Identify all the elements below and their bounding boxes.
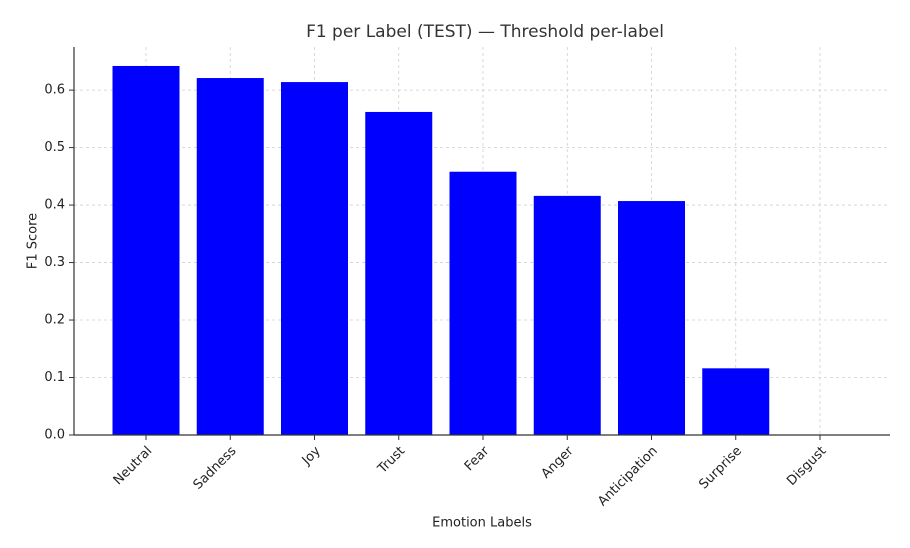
x-tick-label: Anticipation [595,444,661,510]
y-tick-label: 0.6 [44,83,65,98]
x-tick-label: Trust [374,444,408,478]
y-axis-label: F1 Score [26,213,41,269]
y-tick-label: 0.2 [44,313,65,328]
bar [365,111,433,435]
bar [196,78,264,435]
bars [112,65,770,436]
y-tick-label: 0.5 [44,140,65,155]
x-tick-label: Sadness [191,444,240,493]
bar [449,171,517,436]
x-tick-label: Surprise [696,444,745,493]
x-tick-label: Disgust [784,444,829,489]
y-tick-label: 0.4 [44,198,65,213]
x-tick-label: Fear [462,443,493,474]
bar [533,195,601,435]
bar [281,82,348,435]
x-tick-label: Neutral [111,444,156,489]
x-tick-label: Anger [539,443,577,481]
y-tick-label: 0.0 [44,428,65,443]
x-tick-label: Joy [299,443,324,468]
bar [112,65,180,436]
chart-title: F1 per Label (TEST) — Threshold per-labe… [306,22,664,42]
y-tick-label: 0.1 [44,370,65,385]
y-tick-label: 0.3 [44,255,65,270]
x-axis-label: Emotion Labels [432,516,532,531]
bar [618,201,685,435]
bar [702,368,770,435]
